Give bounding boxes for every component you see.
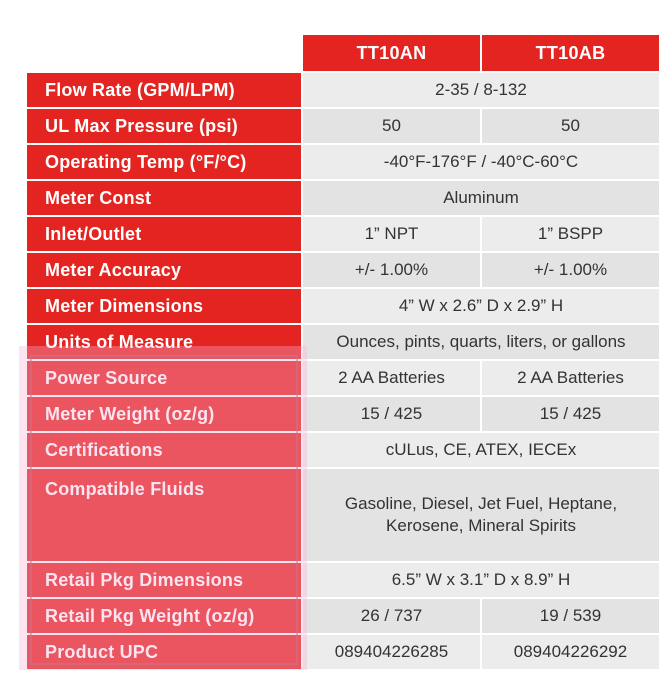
row-label: Retail Pkg Weight (oz/g) <box>27 599 301 633</box>
row-value-tt10an: 2 AA Batteries <box>303 361 480 395</box>
row-value: Aluminum <box>303 181 659 215</box>
row-meter-const: Meter Const Aluminum <box>27 181 659 215</box>
row-value-tt10an: 15 / 425 <box>303 397 480 431</box>
row-value: 2-35 / 8-132 <box>303 73 659 107</box>
row-operating-temp: Operating Temp (°F/°C) -40°F-176°F / -40… <box>27 145 659 179</box>
row-label: Meter Accuracy <box>27 253 301 287</box>
row-product-upc: Product UPC 089404226285 089404226292 <box>27 635 659 669</box>
row-label: Meter Dimensions <box>27 289 301 323</box>
fluids-line-1: Gasoline, Diesel, Jet Fuel, Heptane, <box>344 494 618 513</box>
row-meter-accuracy: Meter Accuracy +/- 1.00% +/- 1.00% <box>27 253 659 287</box>
row-value-tt10ab: +/- 1.00% <box>482 253 659 287</box>
row-value: Gasoline, Diesel, Jet Fuel, Heptane, Ker… <box>303 469 659 561</box>
row-label: Compatible Fluids <box>27 469 301 561</box>
row-label: Meter Const <box>27 181 301 215</box>
row-value: -40°F-176°F / -40°C-60°C <box>303 145 659 179</box>
row-label: Product UPC <box>27 635 301 669</box>
row-label: Meter Weight (oz/g) <box>27 397 301 431</box>
row-value: 4” W x 2.6” D x 2.9” H <box>303 289 659 323</box>
row-certifications: Certifications cULus, CE, ATEX, IECEx <box>27 433 659 467</box>
row-value: Ounces, pints, quarts, liters, or gallon… <box>303 325 659 359</box>
row-value: 6.5” W x 3.1” D x 8.9” H <box>303 563 659 597</box>
row-value-tt10ab: 19 / 539 <box>482 599 659 633</box>
row-value-tt10ab: 50 <box>482 109 659 143</box>
row-label: Units of Measure <box>27 325 301 359</box>
row-label: UL Max Pressure (psi) <box>27 109 301 143</box>
row-inlet-outlet: Inlet/Outlet 1” NPT 1” BSPP <box>27 217 659 251</box>
row-retail-pkg-weight: Retail Pkg Weight (oz/g) 26 / 737 19 / 5… <box>27 599 659 633</box>
row-units-of-measure: Units of Measure Ounces, pints, quarts, … <box>27 325 659 359</box>
row-value-tt10ab: 1” BSPP <box>482 217 659 251</box>
row-retail-pkg-dimensions: Retail Pkg Dimensions 6.5” W x 3.1” D x … <box>27 563 659 597</box>
row-label: Certifications <box>27 433 301 467</box>
spec-table: TT10AN TT10AB Flow Rate (GPM/LPM) 2-35 /… <box>25 33 661 671</box>
row-value-tt10an: 26 / 737 <box>303 599 480 633</box>
row-value-tt10ab: 2 AA Batteries <box>482 361 659 395</box>
row-label: Flow Rate (GPM/LPM) <box>27 73 301 107</box>
fluids-line-2: Kerosene, Mineral Spirits <box>386 516 576 535</box>
row-value-tt10an: 089404226285 <box>303 635 480 669</box>
row-value-tt10an: +/- 1.00% <box>303 253 480 287</box>
row-value: cULus, CE, ATEX, IECEx <box>303 433 659 467</box>
header-blank <box>27 35 301 71</box>
model-header-tt10an: TT10AN <box>303 35 480 71</box>
row-label: Inlet/Outlet <box>27 217 301 251</box>
row-value-tt10ab: 089404226292 <box>482 635 659 669</box>
row-label: Operating Temp (°F/°C) <box>27 145 301 179</box>
row-compatible-fluids: Compatible Fluids Gasoline, Diesel, Jet … <box>27 469 659 561</box>
row-value-tt10ab: 15 / 425 <box>482 397 659 431</box>
row-value-tt10an: 50 <box>303 109 480 143</box>
model-header-tt10ab: TT10AB <box>482 35 659 71</box>
row-value-tt10an: 1” NPT <box>303 217 480 251</box>
row-ul-max-pressure: UL Max Pressure (psi) 50 50 <box>27 109 659 143</box>
row-label: Power Source <box>27 361 301 395</box>
row-meter-dimensions: Meter Dimensions 4” W x 2.6” D x 2.9” H <box>27 289 659 323</box>
row-power-source: Power Source 2 AA Batteries 2 AA Batteri… <box>27 361 659 395</box>
row-label: Retail Pkg Dimensions <box>27 563 301 597</box>
row-flow-rate: Flow Rate (GPM/LPM) 2-35 / 8-132 <box>27 73 659 107</box>
row-meter-weight: Meter Weight (oz/g) 15 / 425 15 / 425 <box>27 397 659 431</box>
header-row: TT10AN TT10AB <box>27 35 659 71</box>
